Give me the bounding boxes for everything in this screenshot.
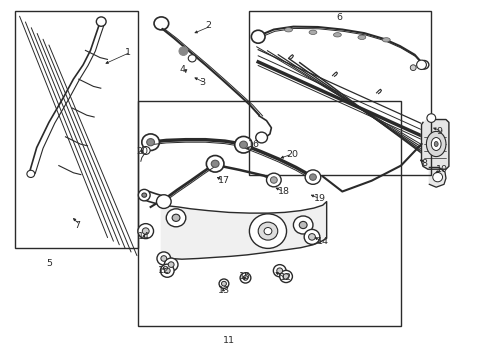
Ellipse shape	[138, 189, 150, 201]
Ellipse shape	[293, 216, 312, 234]
Text: 2: 2	[205, 21, 211, 30]
Ellipse shape	[433, 141, 437, 147]
Ellipse shape	[416, 60, 426, 69]
Ellipse shape	[156, 195, 171, 208]
Ellipse shape	[211, 160, 219, 167]
Ellipse shape	[179, 47, 187, 55]
Text: 17: 17	[217, 176, 229, 185]
Ellipse shape	[249, 214, 286, 248]
Ellipse shape	[304, 229, 319, 244]
Ellipse shape	[157, 252, 170, 265]
Text: 12: 12	[157, 266, 169, 275]
Ellipse shape	[305, 170, 320, 184]
Text: 5: 5	[46, 259, 52, 268]
Ellipse shape	[146, 139, 154, 146]
Ellipse shape	[138, 224, 153, 239]
Ellipse shape	[164, 258, 178, 271]
Ellipse shape	[142, 228, 149, 234]
Ellipse shape	[154, 17, 168, 30]
Text: 7: 7	[74, 220, 80, 230]
Ellipse shape	[172, 214, 180, 221]
Ellipse shape	[161, 256, 166, 261]
Ellipse shape	[258, 222, 277, 240]
Ellipse shape	[426, 131, 445, 157]
Ellipse shape	[299, 221, 306, 229]
Ellipse shape	[279, 270, 292, 283]
Ellipse shape	[234, 136, 252, 153]
Ellipse shape	[270, 177, 277, 183]
Polygon shape	[421, 120, 448, 169]
Ellipse shape	[164, 268, 170, 274]
Text: 14: 14	[316, 238, 328, 246]
Text: 11: 11	[222, 336, 234, 345]
Ellipse shape	[409, 65, 415, 71]
Ellipse shape	[96, 17, 106, 26]
Ellipse shape	[142, 193, 146, 197]
Text: 12: 12	[279, 274, 291, 282]
Text: 16: 16	[248, 140, 260, 149]
Ellipse shape	[432, 172, 442, 182]
Text: 6: 6	[336, 13, 342, 22]
Ellipse shape	[160, 264, 174, 277]
Bar	[249, 11, 430, 175]
Text: 19: 19	[313, 194, 325, 203]
Ellipse shape	[166, 209, 185, 227]
Text: 14: 14	[138, 233, 150, 241]
Ellipse shape	[273, 265, 285, 277]
Ellipse shape	[142, 134, 159, 150]
Ellipse shape	[308, 30, 316, 35]
Ellipse shape	[27, 170, 35, 177]
Ellipse shape	[309, 174, 316, 180]
Text: 9: 9	[435, 127, 441, 136]
Ellipse shape	[333, 33, 341, 37]
Ellipse shape	[251, 30, 264, 43]
Ellipse shape	[382, 38, 389, 42]
Text: 20: 20	[136, 148, 148, 156]
Text: 15: 15	[238, 272, 250, 281]
Ellipse shape	[240, 273, 250, 283]
Text: 8: 8	[421, 159, 427, 168]
Ellipse shape	[266, 173, 281, 187]
Ellipse shape	[255, 132, 267, 143]
Bar	[15, 11, 138, 248]
Ellipse shape	[283, 274, 288, 279]
Ellipse shape	[284, 28, 292, 32]
Bar	[138, 101, 400, 326]
Polygon shape	[428, 167, 445, 187]
Text: 13: 13	[217, 287, 229, 295]
Text: 3: 3	[199, 78, 205, 87]
Text: 4: 4	[180, 65, 185, 74]
Text: 18: 18	[277, 187, 289, 196]
Text: 20: 20	[285, 150, 298, 158]
Ellipse shape	[430, 138, 440, 150]
Ellipse shape	[239, 141, 247, 148]
Ellipse shape	[276, 268, 282, 274]
Ellipse shape	[206, 156, 224, 172]
Ellipse shape	[188, 55, 196, 62]
Ellipse shape	[264, 228, 271, 235]
Text: 10: 10	[435, 165, 447, 174]
Ellipse shape	[418, 60, 428, 69]
Polygon shape	[161, 202, 326, 259]
Ellipse shape	[141, 147, 150, 154]
Ellipse shape	[308, 234, 315, 240]
Ellipse shape	[168, 262, 174, 267]
Ellipse shape	[243, 276, 247, 280]
Ellipse shape	[426, 114, 435, 122]
Ellipse shape	[219, 279, 228, 288]
Text: 1: 1	[124, 48, 130, 57]
Ellipse shape	[357, 35, 365, 40]
Ellipse shape	[221, 282, 226, 286]
